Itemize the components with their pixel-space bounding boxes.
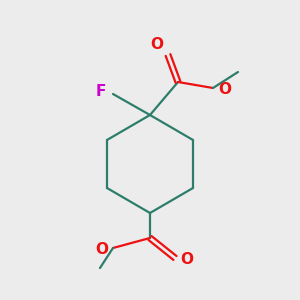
Text: O: O (218, 82, 231, 98)
Text: O: O (150, 37, 163, 52)
Text: O: O (95, 242, 108, 257)
Text: F: F (96, 83, 106, 98)
Text: O: O (180, 253, 193, 268)
